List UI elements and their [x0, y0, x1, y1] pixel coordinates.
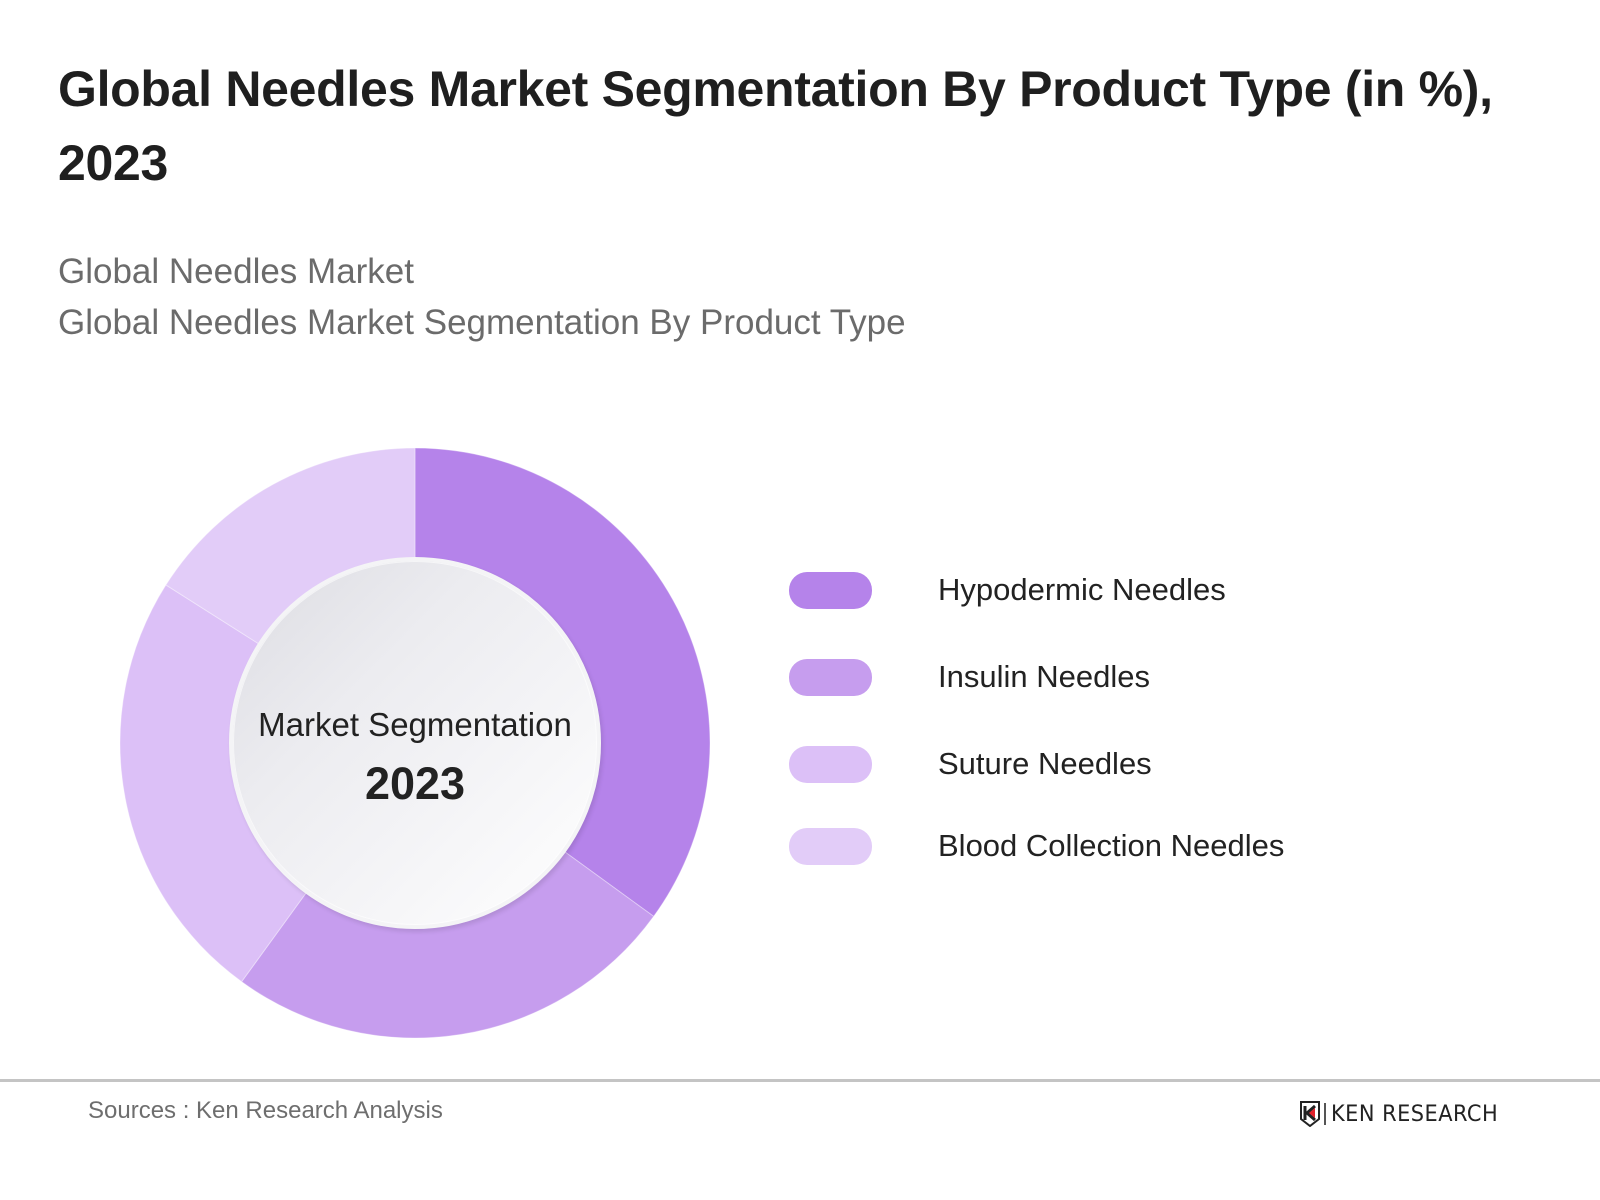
subtitle: Global Needles Market Global Needles Mar…: [58, 246, 906, 348]
legend-item-hypodermic: Hypodermic Needles: [789, 572, 1489, 609]
legend-swatch-blood-collection: [789, 828, 872, 865]
legend-swatch-insulin: [789, 659, 872, 696]
legend-swatch-hypodermic: [789, 572, 872, 609]
donut-center-year: 2023: [364, 758, 466, 809]
donut-chart: Market Segmentation 2023: [120, 448, 710, 1038]
ken-research-logo: KEN RESEARCH: [1300, 1100, 1507, 1128]
ken-research-shield-icon: [1300, 1101, 1320, 1128]
footer-divider: [0, 1079, 1600, 1082]
logo-separator: [1324, 1103, 1326, 1125]
donut-center-disc: [229, 557, 601, 929]
legend-label-suture: Suture Needles: [938, 746, 1152, 781]
subtitle-line-market: Global Needles Market: [58, 252, 414, 291]
logo-text: KEN RESEARCH: [1331, 1101, 1499, 1127]
subtitle-line-segmentation: Global Needles Market Segmentation By Pr…: [58, 303, 906, 342]
legend-label-hypodermic: Hypodermic Needles: [938, 572, 1226, 607]
legend-swatch-suture: [789, 746, 872, 783]
legend-item-insulin: Insulin Needles: [789, 659, 1489, 696]
legend-item-suture: Suture Needles: [789, 746, 1489, 783]
legend-item-blood-collection: Blood Collection Needles: [789, 828, 1489, 865]
donut-center-label: Market Segmentation: [258, 706, 572, 743]
legend-label-insulin: Insulin Needles: [938, 659, 1150, 694]
legend-label-blood-collection: Blood Collection Needles: [938, 828, 1285, 863]
sources-note: Sources : Ken Research Analysis: [88, 1097, 443, 1124]
page-title: Global Needles Market Segmentation By Pr…: [58, 61, 1493, 191]
